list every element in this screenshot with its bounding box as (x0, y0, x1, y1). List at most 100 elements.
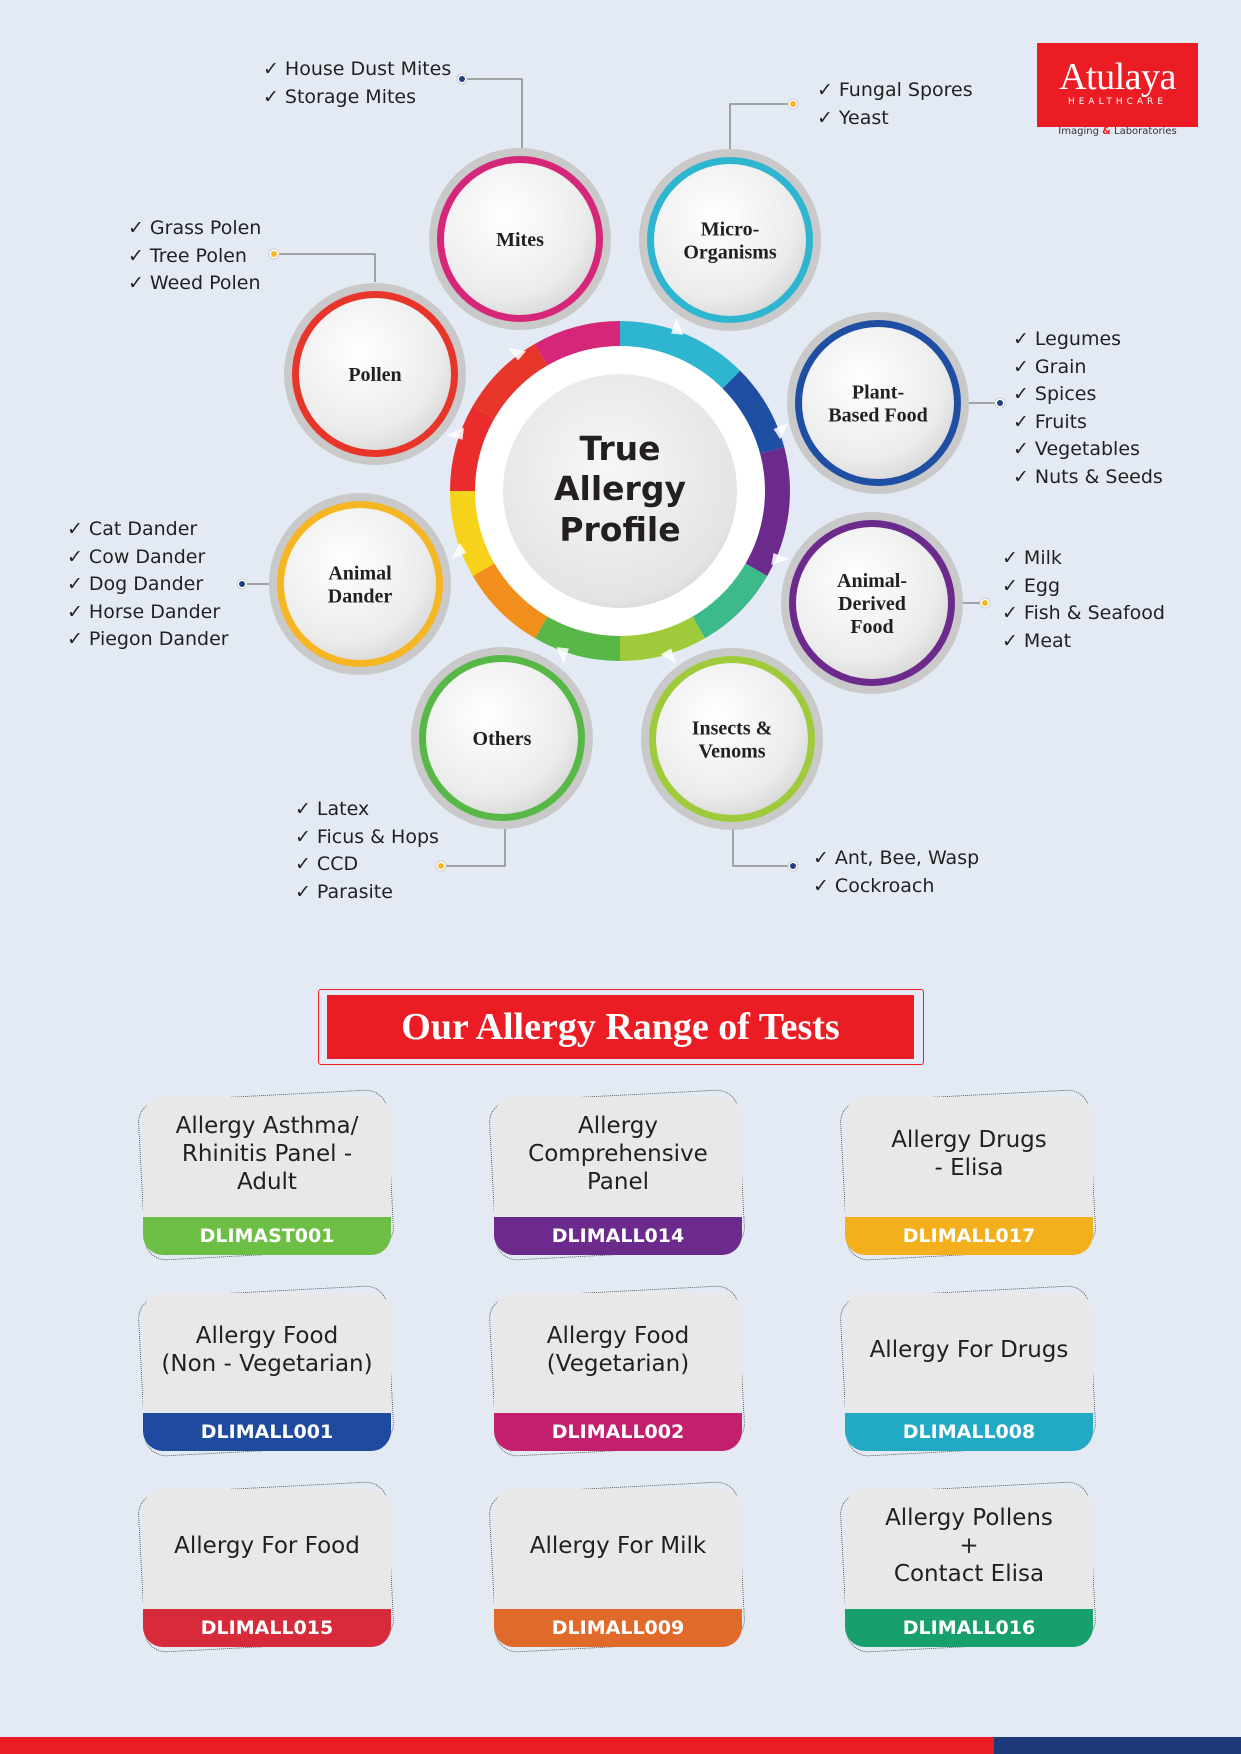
node-label: Based Food (828, 405, 927, 427)
ring-segment (535, 321, 620, 370)
ring-segment (472, 343, 550, 421)
node-label: Animal (328, 563, 392, 585)
allergy-profile-diagram: True Allergy Profile Mites Micro-Organism… (236, 73, 1006, 872)
logo-sub: HEALTHCARE (1067, 97, 1168, 107)
ring-segment (718, 370, 785, 455)
connector-dots (236, 73, 1006, 872)
list-others: Latex Ficus & Hops CCD Parasite (295, 796, 439, 906)
list-item: Ficus & Hops (295, 824, 439, 852)
node-plant: Plant-Based Food (787, 312, 969, 494)
logo-brand: Atulaya (1059, 56, 1176, 98)
node-label: Insects & (692, 718, 773, 740)
list-item: Vegetables (1013, 436, 1163, 464)
node-label: Organisms (683, 242, 777, 264)
list-item: Dog Dander (67, 571, 229, 599)
ring-segment (472, 561, 550, 639)
list-item: Grass Polen (128, 215, 261, 243)
ring-segment (450, 406, 499, 491)
footer-stripe-red (0, 1737, 994, 1754)
list-item: Latex (295, 796, 439, 824)
test-name: Allergy For Food (174, 1533, 360, 1559)
ring-segment (620, 612, 705, 661)
test-code: DLIMALL015 (143, 1609, 391, 1647)
list-item: Piegon Dander (67, 626, 229, 654)
hub-inner (503, 374, 737, 608)
node-label: Micro- (701, 219, 760, 241)
test-card-for-milk[interactable]: Allergy For Milk DLIMALL009 (487, 1480, 747, 1654)
ring-segment (620, 321, 741, 393)
ring-arrow (446, 427, 464, 440)
list-pollen: Grass Polen Tree Polen Weed Polen (128, 215, 261, 298)
test-name: Allergy Pollens + Contact Elisa (885, 1505, 1053, 1587)
list-micro-organisms: Fungal Spores Yeast (817, 77, 973, 132)
test-code: DLIMALL002 (494, 1413, 742, 1451)
test-code: DLIMALL008 (845, 1413, 1093, 1451)
list-item: Parasite (295, 879, 439, 907)
test-card-drugs-elisa[interactable]: Allergy Drugs - Elisa DLIMALL017 (838, 1088, 1098, 1262)
list-item: Grain (1013, 354, 1163, 382)
list-item: CCD (295, 851, 439, 879)
hub-line-3: Profile (559, 510, 680, 549)
ring-arrow (451, 542, 467, 560)
list-item: Egg (1002, 573, 1165, 601)
ring-segment (690, 561, 768, 639)
test-name: Allergy For Milk (529, 1533, 707, 1559)
logo-tagline: Imaging & Laboratories (1058, 126, 1177, 137)
ring-arrow (773, 422, 789, 440)
list-animal-dander: Cat Dander Cow Dander Dog Dander Horse D… (67, 516, 229, 654)
test-card-food-non-veg[interactable]: Allergy Food (Non - Vegetarian) DLIMALL0… (136, 1284, 396, 1458)
node-label: Food (850, 616, 893, 638)
test-card-asthma-rhinitis[interactable]: Allergy Asthma/ Rhinitis Panel - Adult D… (136, 1088, 396, 1262)
list-item: Cow Dander (67, 544, 229, 572)
test-name: Allergy For Drugs (869, 1337, 1069, 1363)
connector-others (441, 825, 506, 867)
ring-arrow (660, 648, 677, 665)
list-item: Cockroach (813, 873, 979, 901)
node-insects: Insects &Venoms (641, 648, 823, 830)
test-code: DLIMALL009 (494, 1609, 742, 1647)
test-code: DLIMALL014 (494, 1217, 742, 1255)
list-mites: House Dust Mites Storage Mites (263, 56, 451, 111)
list-item: Fungal Spores (817, 77, 973, 105)
node-label: Plant- (852, 382, 904, 404)
list-item: Spices (1013, 381, 1163, 409)
list-item: Tree Polen (128, 243, 261, 271)
test-name: Allergy Asthma/ Rhinitis Panel - Adult (175, 1113, 359, 1195)
list-animal-derived-food: Milk Egg Fish & Seafood Meat (1002, 545, 1165, 655)
test-card-pollens-contact[interactable]: Allergy Pollens + Contact Elisa DLIMALL0… (838, 1480, 1098, 1654)
list-item: Meat (1002, 628, 1165, 656)
list-item: Ant, Bee, Wasp (813, 845, 979, 873)
test-code: DLIMALL016 (845, 1609, 1093, 1647)
node-label: Mites (496, 229, 544, 251)
ring-arrow (671, 317, 684, 335)
list-item: Milk (1002, 545, 1165, 573)
test-code: DLIMALL001 (143, 1413, 391, 1451)
test-card-for-drugs[interactable]: Allergy For Drugs DLIMALL008 (838, 1284, 1098, 1458)
ring-arrows (446, 317, 789, 665)
list-insects-venoms: Ant, Bee, Wasp Cockroach (813, 845, 979, 900)
hub-line-1: True (579, 429, 660, 468)
node-micro: Micro-Organisms (639, 149, 821, 331)
ring-arrow (507, 347, 527, 361)
node-mites: Mites (429, 148, 611, 330)
list-item: Weed Polen (128, 270, 261, 298)
section-title: Our Allergy Range of Tests (327, 995, 914, 1059)
connector-micro (729, 103, 793, 152)
list-item: Storage Mites (263, 84, 451, 112)
node-label: Pollen (348, 364, 401, 386)
node-label: Others (473, 728, 532, 750)
test-card-for-food[interactable]: Allergy For Food DLIMALL015 (136, 1480, 396, 1654)
list-item: House Dust Mites (263, 56, 451, 84)
node-pollen: Pollen (284, 283, 466, 465)
test-name: Allergy Food (Non - Vegetarian) (161, 1323, 373, 1377)
test-card-comprehensive[interactable]: Allergy Comprehensive Panel DLIMALL014 (487, 1088, 747, 1262)
node-label: Animal- (837, 570, 907, 592)
ring-arrow (771, 553, 789, 566)
test-code: DLIMALL017 (845, 1217, 1093, 1255)
test-card-food-veg[interactable]: Allergy Food (Vegetarian) DLIMALL002 (487, 1284, 747, 1458)
node-label: Dander (328, 586, 393, 608)
list-item: Nuts & Seeds (1013, 464, 1163, 492)
